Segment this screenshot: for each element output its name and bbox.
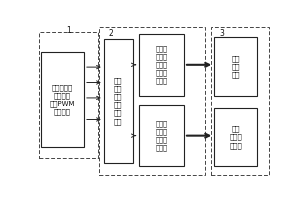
Text: 自适
应换
流一
体化
逻辑
处理: 自适 应换 流一 体化 逻辑 处理 [114,77,122,125]
Text: 2: 2 [108,29,113,38]
Text: 前级
高频
逆变: 前级 高频 逆变 [232,55,240,78]
Text: 后级矩
阵式变
换器驱
动信号: 后级矩 阵式变 换器驱 动信号 [155,120,167,151]
Bar [214,108,257,166]
Text: 经典逆变器
正弦输出
传统PWM
信号发生: 经典逆变器 正弦输出 传统PWM 信号发生 [50,84,75,115]
Text: 前级带
死区或
移相控
制的驱
动信号: 前级带 死区或 移相控 制的驱 动信号 [155,45,167,84]
Bar [139,34,184,96]
Text: 3: 3 [220,29,225,38]
Bar [41,52,84,147]
Text: 后级
矩阵式
变换器: 后级 矩阵式 变换器 [229,126,242,149]
Text: 1: 1 [66,26,71,35]
Bar [104,39,133,163]
Bar [214,37,257,96]
Bar [139,105,184,166]
